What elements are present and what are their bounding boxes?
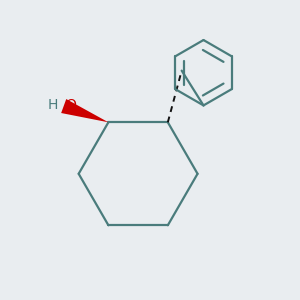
Polygon shape <box>61 99 108 122</box>
Text: H: H <box>48 98 58 112</box>
Text: O: O <box>66 98 76 112</box>
